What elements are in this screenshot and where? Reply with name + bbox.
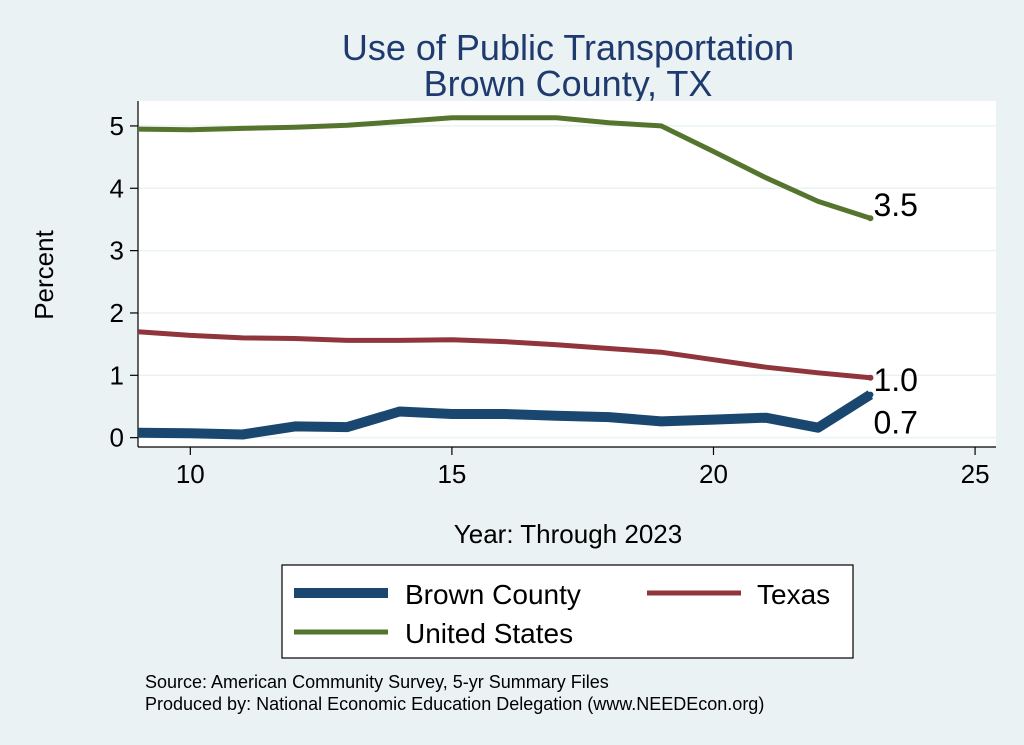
- x-tick-label: 25: [961, 459, 990, 489]
- plot-area: [138, 101, 996, 447]
- series-line-united-states: [137, 115, 872, 221]
- y-tick-label: 3: [110, 236, 124, 266]
- end-point-texas: [867, 374, 874, 381]
- chart-subtitle: Brown County, TX: [424, 63, 713, 104]
- series-line-texas: [137, 329, 871, 381]
- legend: Brown County Texas United States: [281, 564, 854, 659]
- legend-label-united-states: United States: [405, 618, 573, 649]
- legend-label-texas: Texas: [757, 579, 830, 610]
- x-tick-label: 15: [437, 459, 466, 489]
- x-axis-title: Year: Through 2023: [454, 519, 682, 549]
- source-note: Source: American Community Survey, 5-yr …: [145, 672, 609, 692]
- grid-lines: [138, 125, 996, 439]
- axes: [137, 101, 996, 448]
- series-line-brown-county: [137, 390, 874, 440]
- producer-note: Produced by: National Economic Education…: [145, 694, 764, 714]
- end-label-texas: 1.0: [873, 362, 917, 398]
- series-lines: [137, 115, 874, 440]
- y-tick-label: 5: [110, 111, 124, 141]
- end-labels: 0.7 1.0 3.5: [873, 187, 917, 440]
- y-tick-label: 1: [110, 360, 124, 390]
- end-label-united-states: 3.5: [873, 187, 917, 223]
- y-tick-label: 4: [110, 173, 124, 203]
- legend-label-brown-county: Brown County: [405, 579, 581, 610]
- x-ticks: 10 15 20 25: [176, 447, 990, 489]
- y-ticks: 0 1 2 3 4 5: [110, 111, 138, 453]
- x-tick-label: 20: [699, 459, 728, 489]
- end-point-brown-county: [867, 391, 874, 398]
- legend-box: [281, 564, 854, 659]
- y-tick-label: 0: [110, 423, 124, 453]
- chart-title: Use of Public Transportation: [342, 27, 794, 68]
- y-axis-title: Percent: [29, 229, 59, 319]
- x-tick-label: 10: [176, 459, 205, 489]
- y-tick-label: 2: [110, 298, 124, 328]
- end-point-united-states: [867, 215, 874, 222]
- end-label-brown-county: 0.7: [873, 405, 917, 441]
